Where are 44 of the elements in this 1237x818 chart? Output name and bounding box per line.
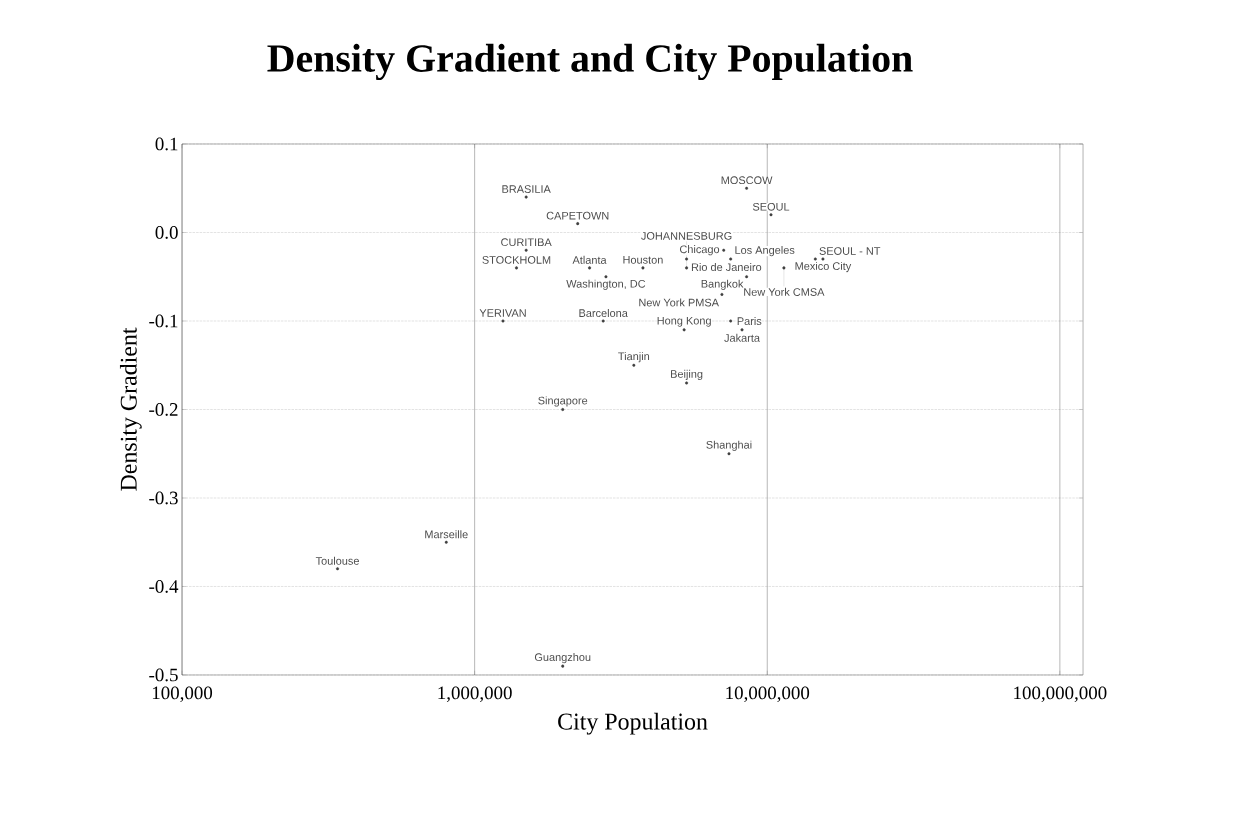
annotation: BRASILIA	[502, 185, 551, 193]
y-axis-title: Density Gradient	[119, 327, 142, 491]
annotation: JOHANNESBURG	[641, 232, 732, 240]
annotation: New York PMSA	[639, 298, 719, 307]
annotation: Bangkok	[701, 279, 744, 290]
annotation: STOCKHOLM	[482, 256, 551, 264]
annotation: MOSCOW	[721, 176, 773, 185]
annotation: CAPETOWN	[546, 211, 609, 220]
annotation: Singapore	[538, 396, 588, 407]
y-tick-label: -0.3	[149, 491, 178, 505]
annotation: Tianjin	[618, 352, 650, 363]
annotation: YERIVAN	[479, 309, 526, 317]
x-tick-label: 1,000,000	[438, 686, 512, 702]
annotation: Beijing	[671, 369, 703, 381]
annotation: Toulouse	[315, 556, 359, 565]
y-tick-label: -0.1	[149, 314, 178, 328]
x-axis-title: City Population	[558, 712, 708, 735]
annotation: Jakarta	[724, 333, 760, 342]
annotation: SEOUL - NT	[819, 247, 881, 255]
annotation: Washington, DC	[566, 279, 646, 290]
annotation: Guangzhou	[534, 653, 591, 664]
y-tick-label: -0.2	[149, 403, 178, 416]
x-tick-label: 100,000,000	[1014, 686, 1107, 702]
annotation: Atlanta	[572, 255, 607, 264]
annotation: Rio de Janeiro	[691, 263, 762, 272]
annotation: New York CMSA	[744, 287, 825, 296]
y-tick-label: -0.5	[149, 668, 178, 682]
annotation: Chicago	[679, 245, 720, 256]
chart-title: Density Gradient and City Population	[267, 43, 913, 81]
annotation: Shanghai	[706, 440, 752, 451]
annotation: CURITIBA	[501, 238, 552, 247]
y-tick-label: -0.4	[149, 580, 179, 593]
annotation: Mexico City	[795, 261, 852, 273]
x-tick-label: 100,000	[152, 686, 213, 702]
annotation: Barcelona	[579, 308, 628, 318]
annotation: SEOUL	[752, 202, 790, 211]
x-tick-label: 10,000,000	[726, 686, 810, 702]
annotation: Marseille	[425, 530, 468, 539]
annotation: Los Angeles	[735, 245, 795, 257]
annotation: Paris	[737, 316, 762, 326]
annotation: Houston	[623, 256, 663, 264]
annotation: Hong Kong	[657, 316, 711, 327]
y-tick-label: 0.1	[155, 137, 178, 151]
y-tick-label: 0.0	[155, 226, 178, 239]
